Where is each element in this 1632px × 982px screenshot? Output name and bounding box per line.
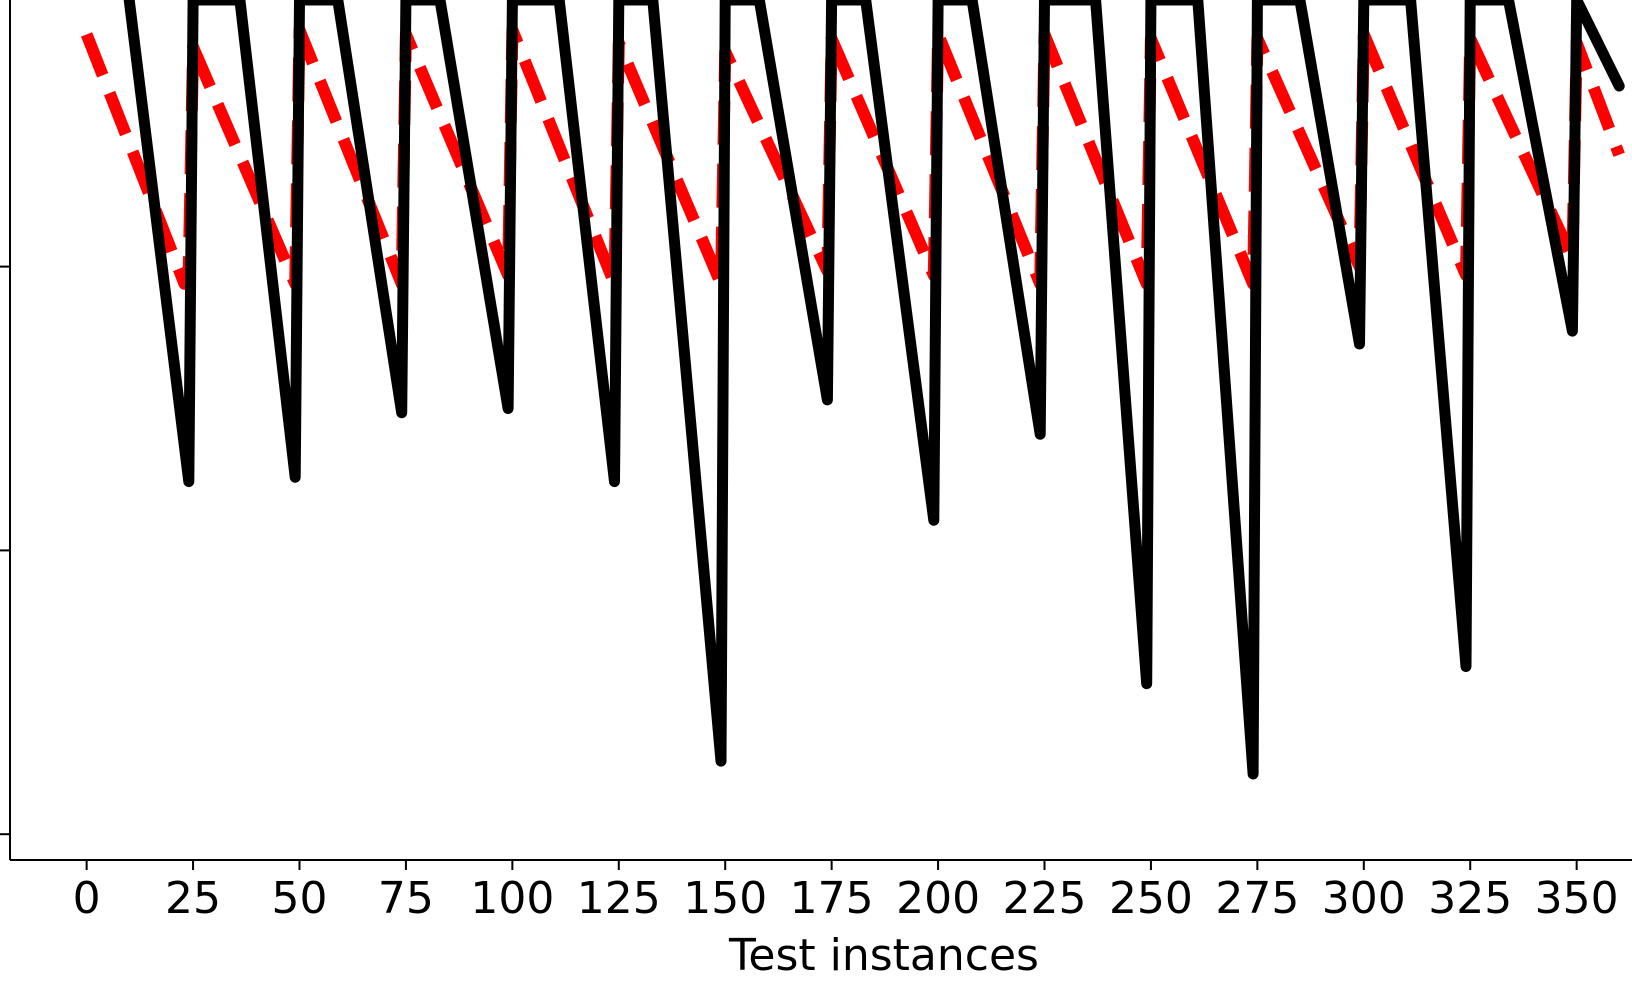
x-tick-label: 50 [271, 873, 327, 924]
x-tick-label: 325 [1428, 873, 1512, 924]
x-tick-label: 175 [790, 873, 874, 924]
x-tick-label: 0 [73, 873, 101, 924]
x-tick-label: 125 [577, 873, 661, 924]
x-axis-label: Test instances [728, 930, 1039, 981]
series-layer [81, 0, 1625, 780]
plot-area [81, 0, 1625, 780]
x-ticks: 0 25 50 75 100 125 150 175 200 225 250 275 300 325 350 [73, 860, 1619, 924]
x-tick-label: 100 [470, 873, 554, 924]
solid-series-line [123, 0, 1625, 780]
x-tick-label: 250 [1109, 873, 1193, 924]
x-tick-label: 200 [896, 873, 980, 924]
x-tick-label: 225 [1003, 873, 1087, 924]
x-tick-label: 150 [683, 873, 767, 924]
x-tick-label: 25 [165, 873, 221, 924]
dashed-series-line [81, 24, 1625, 290]
y-ticks [0, 265, 10, 836]
x-tick-label: 350 [1535, 873, 1619, 924]
x-tick-label: 275 [1215, 873, 1299, 924]
x-tick-label: 300 [1322, 873, 1406, 924]
x-tick-label: 75 [378, 873, 434, 924]
